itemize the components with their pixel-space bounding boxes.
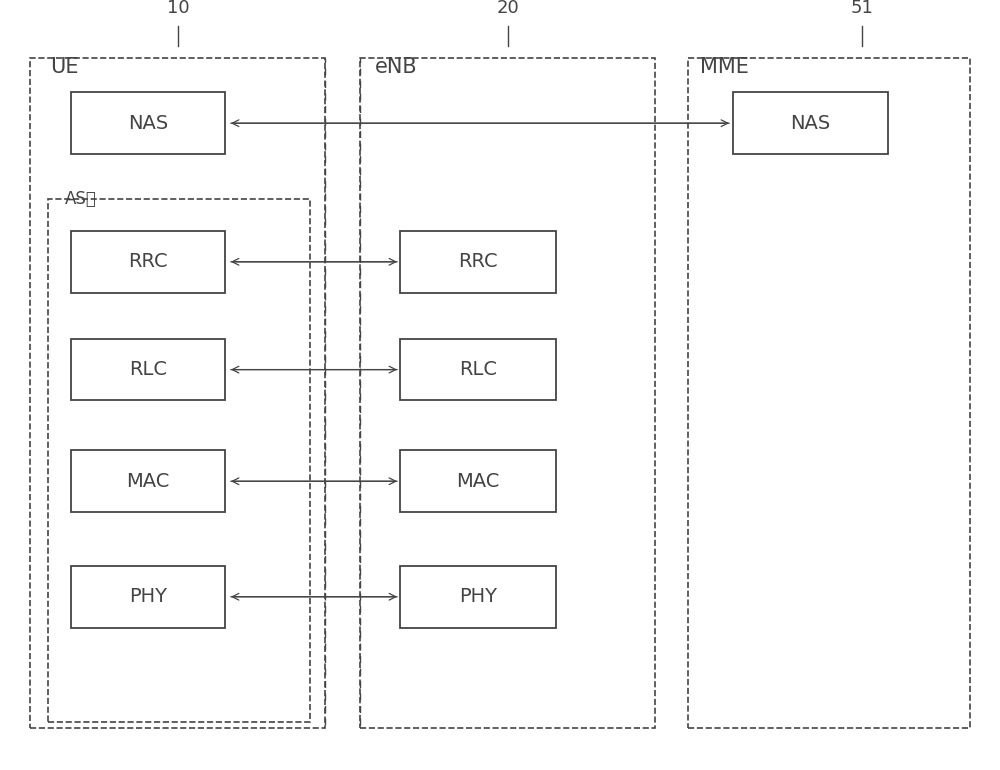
Text: MAC: MAC — [456, 472, 500, 490]
Text: MME: MME — [700, 57, 749, 77]
Bar — [732, 92, 888, 154]
Text: PHY: PHY — [459, 588, 497, 606]
Text: 51: 51 — [851, 0, 873, 17]
Text: 20: 20 — [497, 0, 519, 17]
Text: MAC: MAC — [126, 472, 170, 490]
Bar — [48, 199, 310, 722]
Text: NAS: NAS — [790, 114, 830, 132]
Text: RRC: RRC — [458, 253, 498, 271]
Bar — [400, 339, 556, 400]
Bar — [400, 231, 556, 293]
Bar — [70, 92, 225, 154]
Text: RLC: RLC — [129, 360, 167, 379]
Bar — [360, 58, 655, 728]
Bar — [400, 450, 556, 512]
Bar — [70, 566, 225, 628]
Bar — [400, 566, 556, 628]
Bar — [70, 450, 225, 512]
Text: UE: UE — [50, 57, 78, 77]
Text: eNB: eNB — [375, 57, 418, 77]
Bar — [70, 231, 225, 293]
Text: RLC: RLC — [459, 360, 497, 379]
Text: RRC: RRC — [128, 253, 168, 271]
Text: PHY: PHY — [129, 588, 167, 606]
Text: 10: 10 — [167, 0, 189, 17]
Bar — [30, 58, 325, 728]
Bar — [688, 58, 970, 728]
Text: NAS: NAS — [128, 114, 168, 132]
Text: AS层: AS层 — [65, 190, 97, 208]
Bar — [70, 339, 225, 400]
